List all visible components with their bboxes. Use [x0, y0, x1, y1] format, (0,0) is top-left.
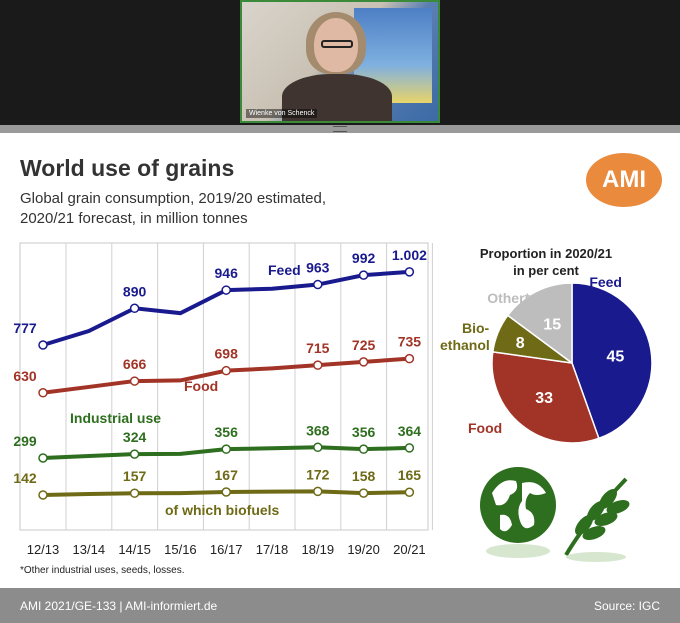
- data-label: 356: [352, 424, 376, 440]
- presentation-slide: World use of grains Global grain consump…: [0, 133, 680, 588]
- video-bar: Wienke von Schenck: [0, 0, 680, 125]
- line-chart: 12/13 13/14 14/15 15/16 16/17 17/18 18/19 19/20…: [13, 242, 433, 557]
- data-label: 172: [306, 466, 330, 482]
- pie-category-label: Feed: [589, 274, 622, 290]
- pie-value-label: 45: [606, 349, 624, 366]
- glasses: [321, 40, 353, 48]
- data-point: [129, 376, 140, 386]
- data-point: [38, 388, 48, 398]
- data-point: [38, 453, 48, 463]
- data-point: [358, 488, 369, 498]
- participant-name: Wienke von Schenck: [246, 109, 318, 118]
- data-label: 735: [398, 334, 422, 350]
- x-tick-label: 20/21: [393, 542, 426, 557]
- pie-category-label: Food: [468, 420, 502, 436]
- pie-value-label: 15: [543, 317, 561, 334]
- pie-chart: 45 33 8 15 Feed Food Other* Bio-ethanol: [440, 274, 653, 444]
- pie-slice: [506, 282, 573, 365]
- data-point: [129, 488, 140, 498]
- data-point: [404, 443, 415, 453]
- data-point: [221, 444, 231, 454]
- participant-video[interactable]: Wienke von Schenck: [240, 0, 440, 123]
- series-name-label: Feed: [268, 262, 301, 278]
- pie-category-label: ethanol: [440, 337, 490, 353]
- series-name-label: Industrial use: [70, 410, 161, 426]
- data-label: 715: [306, 340, 330, 356]
- data-label: 356: [215, 424, 239, 440]
- data-point: [221, 365, 231, 376]
- data-label: 368: [306, 422, 330, 438]
- data-label: 1.002: [392, 247, 427, 263]
- slide-subtitle-line1: Global grain consumption, 2019/20 estima…: [20, 190, 327, 207]
- data-label: 698: [215, 346, 239, 362]
- data-point: [404, 487, 415, 497]
- data-point: [404, 267, 415, 277]
- data-point: [358, 270, 369, 280]
- x-tick-label: 17/18: [256, 542, 289, 557]
- x-tick-label: 15/16: [164, 542, 197, 557]
- data-point: [38, 490, 48, 500]
- pie-category-label: Bio-: [462, 320, 490, 336]
- x-tick-label: 13/14: [73, 542, 106, 557]
- data-label: 890: [123, 283, 147, 299]
- pie-slice: [571, 282, 653, 440]
- data-label: 630: [13, 368, 37, 384]
- data-label: 963: [306, 260, 330, 276]
- data-point: [129, 303, 140, 314]
- pie-title-line2: in per cent: [513, 263, 579, 278]
- ami-logo: AMI: [586, 153, 662, 207]
- footer-source: Source: IGC: [593, 599, 660, 613]
- resize-handle-icon[interactable]: [333, 126, 347, 132]
- data-label: 725: [352, 337, 376, 353]
- data-point: [129, 449, 140, 459]
- slide-subtitle-line2: 2020/21 forecast, in million tonnes: [20, 210, 248, 227]
- data-point: [313, 360, 323, 370]
- person-body: [282, 74, 392, 121]
- data-label: 165: [398, 467, 422, 483]
- footnote: *Other industrial uses, seeds, losses.: [20, 565, 185, 576]
- wheat-icon: [564, 477, 630, 562]
- data-label: 666: [123, 356, 147, 372]
- data-point: [404, 353, 415, 364]
- data-label: 142: [13, 470, 37, 486]
- data-point: [313, 279, 323, 290]
- pie-value-label: 33: [535, 390, 553, 407]
- data-label: 364: [398, 423, 422, 439]
- data-point: [221, 487, 231, 497]
- x-tick-label: 14/15: [118, 542, 151, 557]
- footer-left-text: AMI 2021/GE-133 | AMI-informiert.de: [20, 599, 218, 613]
- data-point: [313, 442, 323, 453]
- series-name-label: Food: [184, 378, 218, 394]
- data-point: [38, 340, 48, 350]
- globe-icon: [480, 467, 556, 558]
- x-tick-label: 18/19: [302, 542, 335, 557]
- data-point: [358, 444, 369, 454]
- data-label: 167: [215, 467, 239, 483]
- data-label: 158: [352, 468, 376, 484]
- series-name-label: of which biofuels: [165, 502, 280, 518]
- data-label: 777: [13, 320, 37, 336]
- data-label: 324: [123, 429, 147, 445]
- x-tick-label: 12/13: [27, 542, 60, 557]
- data-point: [313, 486, 323, 497]
- pie-value-label: 8: [516, 335, 525, 352]
- pie-slice: [491, 350, 600, 444]
- slide-footer: AMI 2021/GE-133 | AMI-informiert.de Sour…: [0, 588, 680, 623]
- data-label: 992: [352, 250, 376, 266]
- x-tick-label: 19/20: [347, 542, 380, 557]
- data-point: [358, 357, 369, 367]
- data-label: 157: [123, 468, 147, 484]
- slide-title: World use of grains: [20, 155, 235, 181]
- pie-category-label: Other*: [487, 290, 530, 306]
- pie-title-line1: Proportion in 2020/21: [479, 246, 613, 261]
- x-tick-label: 16/17: [210, 542, 243, 557]
- data-point: [221, 285, 231, 295]
- data-label: 299: [13, 433, 37, 449]
- data-label: 946: [215, 265, 239, 281]
- panel-divider[interactable]: [0, 125, 680, 133]
